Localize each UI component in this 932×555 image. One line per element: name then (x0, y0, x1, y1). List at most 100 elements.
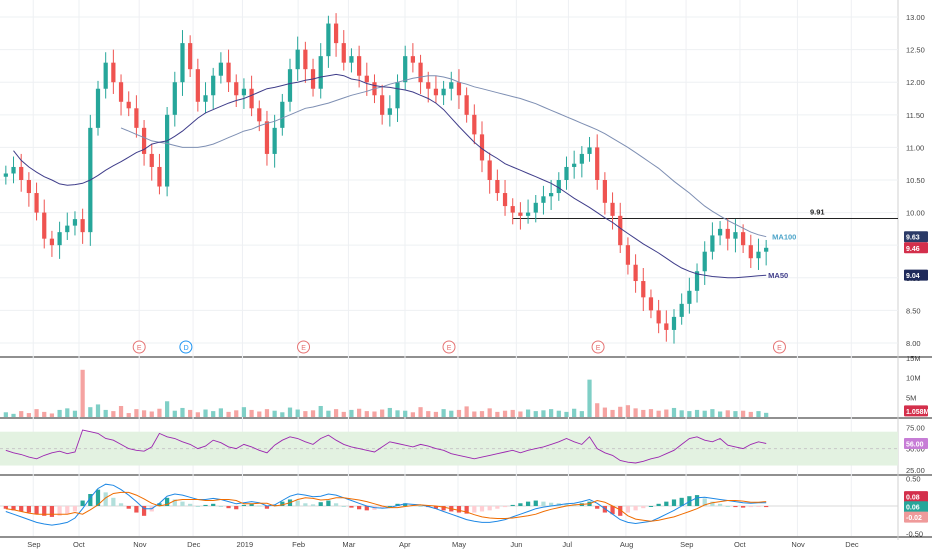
x-axis-label: Aug (620, 540, 633, 549)
volume-bar (625, 405, 631, 417)
volume-bar (456, 409, 462, 417)
volume-bar (372, 411, 377, 417)
macd-histogram-bar (11, 506, 16, 511)
candle-body (479, 134, 485, 161)
macd-histogram-bar (226, 506, 231, 509)
candle-body (165, 114, 170, 187)
signal-value-badge: 0.06 (906, 505, 920, 512)
macd-histogram-bar (3, 506, 8, 509)
candle-body (556, 180, 561, 194)
macd-histogram-bar (764, 506, 769, 508)
macd-histogram-bar (326, 500, 331, 506)
resistance-label: 9.91 (810, 207, 825, 216)
candle-body (303, 49, 308, 70)
volume-bar (3, 412, 8, 417)
volume-bar (26, 413, 31, 417)
volume-bar (218, 408, 223, 417)
candle-body (764, 247, 769, 252)
candle-body (472, 114, 477, 135)
volume-bar (165, 401, 170, 417)
volume-bar (648, 409, 654, 417)
candle-body (403, 56, 408, 83)
macd-histogram-bar (464, 506, 469, 514)
volume-bar (694, 409, 700, 417)
x-axis-label: Apr (399, 540, 411, 549)
candle-body (410, 56, 415, 63)
volume-bar (65, 408, 70, 417)
macd-histogram-bar (357, 506, 362, 510)
candle-body (541, 196, 546, 203)
price-tick-label: 10.50 (906, 176, 925, 185)
volume-bar (341, 411, 346, 417)
candle-body (34, 193, 39, 213)
candle-body (42, 212, 47, 239)
x-axis-label: May (452, 540, 466, 549)
macd-histogram-bar (748, 506, 753, 508)
macd-histogram-bar (234, 506, 239, 510)
volume-bar (610, 409, 615, 417)
ma100-value-badge: 9.63 (906, 235, 920, 242)
macd-histogram-bar (648, 506, 654, 507)
candle-body (602, 180, 607, 203)
volume-bar (595, 403, 600, 417)
macd-line (5, 483, 767, 526)
earnings-marker (772, 340, 786, 354)
macd-histogram-bar (364, 506, 369, 511)
candle-body (364, 75, 369, 83)
volume-bar (95, 404, 101, 417)
volume-bar (671, 407, 677, 417)
macd-histogram-bar (641, 506, 646, 509)
candle-body (648, 297, 654, 311)
candle-body (625, 245, 631, 265)
volume-bar (203, 409, 208, 417)
macd-histogram-bar (134, 506, 139, 513)
candle-body (502, 193, 508, 207)
macd-histogram-bar (111, 497, 116, 506)
candle-body (733, 232, 738, 239)
macd-histogram-bar (456, 506, 462, 513)
candle-body (103, 62, 108, 89)
macd-histogram-bar (541, 501, 546, 506)
candle-body (26, 180, 31, 194)
macd-histogram-bar (95, 489, 101, 506)
event-marker-label: E (301, 345, 306, 352)
volume-bar (418, 407, 423, 417)
ma100-label: MA100 (772, 233, 796, 242)
macd-histogram-bar (341, 506, 346, 507)
candle-body (595, 147, 600, 180)
volume-bar (764, 412, 769, 417)
volume-bar (211, 411, 216, 417)
price-tick-label: 13.00 (906, 13, 925, 22)
volume-tick-label: 10M (906, 374, 921, 383)
ma50-label: MA50 (768, 271, 788, 280)
macd-histogram-bar (72, 506, 78, 512)
volume-bar (34, 409, 39, 417)
macd-histogram-bar (387, 506, 392, 507)
volume-bar (602, 407, 607, 417)
macd-histogram-bar (26, 506, 31, 513)
candle-body (49, 238, 55, 246)
candle-body (717, 228, 723, 236)
volume-bar (19, 411, 24, 417)
rsi-tick-label: 25.00 (906, 466, 925, 475)
x-axis-label: Sep (27, 540, 40, 549)
macd-histogram-bar (679, 497, 684, 506)
macd-histogram-bar (618, 506, 623, 516)
macd-histogram-bar (65, 506, 70, 515)
volume-bar (57, 409, 62, 417)
volume-bar (756, 411, 761, 417)
volume-bar (395, 410, 400, 417)
candle-body (495, 180, 500, 194)
candle-body (618, 215, 623, 246)
macd-histogram-bar (180, 501, 185, 506)
candle-body (710, 235, 715, 252)
volume-bar (303, 411, 308, 417)
histogram-value-badge-bg (904, 511, 928, 523)
macd-histogram-bar (549, 502, 554, 506)
x-axis-label: Mar (342, 540, 355, 549)
candle-body (525, 212, 531, 216)
macd-histogram-bar (49, 506, 55, 517)
candle-body (195, 69, 200, 102)
macd-histogram-bar (295, 500, 300, 506)
